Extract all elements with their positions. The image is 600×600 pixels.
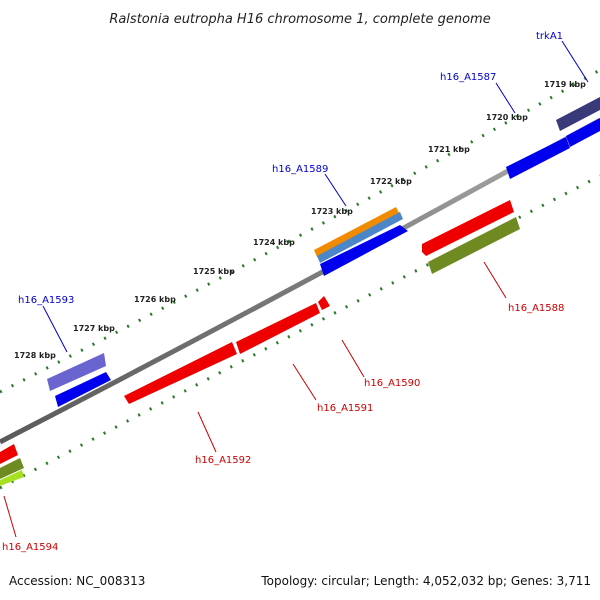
gene-label-h16-a1589[interactable]: h16_A1589 <box>272 164 328 175</box>
cds-arrow[interactable] <box>55 372 111 407</box>
gene-label-h16-a1592[interactable]: h16_A1592 <box>195 455 251 466</box>
cds-arrow[interactable] <box>236 303 320 354</box>
cds-arrow[interactable] <box>0 444 18 464</box>
tick-label: 1727 kbp <box>73 324 115 333</box>
feature-bar[interactable] <box>428 217 520 274</box>
inner-scale-track <box>0 174 600 490</box>
outer-scale-track <box>0 68 600 394</box>
feature-bar[interactable] <box>0 458 24 479</box>
feature-bar[interactable] <box>0 470 24 486</box>
feature-bar[interactable] <box>314 207 399 257</box>
gene-labels: trkA1 h16_A1587 h16_A1589 h16_A1593 h16_… <box>2 31 564 553</box>
cds-arrow[interactable] <box>506 137 570 179</box>
tick-label: 1726 kbp <box>134 295 176 304</box>
leader-lines <box>3 40 589 538</box>
gene-label-h16-a1593[interactable]: h16_A1593 <box>18 295 74 306</box>
tick-label: 1721 kbp <box>428 145 470 154</box>
gene-label-h16-a1594[interactable]: h16_A1594 <box>2 542 58 553</box>
gene-label-h16-a1587[interactable]: h16_A1587 <box>440 72 496 83</box>
reverse-features <box>0 200 520 486</box>
cds-arrow[interactable] <box>320 225 408 276</box>
cds-arrow[interactable] <box>124 342 237 404</box>
gene-label-h16-a1590[interactable]: h16_A1590 <box>364 378 420 389</box>
cds-arrow[interactable] <box>566 118 600 147</box>
cds-arrow[interactable] <box>422 200 514 256</box>
gene-label-h16-a1591[interactable]: h16_A1591 <box>317 403 373 414</box>
map-title: Ralstonia eutropha H16 chromosome 1, com… <box>109 12 490 27</box>
feature-bar[interactable] <box>317 212 403 263</box>
forward-features <box>47 97 600 407</box>
tick-label: 1720 kbp <box>486 113 528 122</box>
tick-labels: 1719 kbp 1720 kbp 1721 kbp 1722 kbp 1723… <box>14 80 586 360</box>
tick-label: 1723 kbp <box>311 207 353 216</box>
tick-label: 1728 kbp <box>14 351 56 360</box>
tick-label: 1724 kbp <box>253 238 295 247</box>
feature-bar[interactable] <box>556 97 600 131</box>
tick-label: 1725 kbp <box>193 267 235 276</box>
tick-label: 1719 kbp <box>544 80 586 89</box>
feature-bar[interactable] <box>47 353 106 391</box>
cds-arrow[interactable] <box>318 296 330 310</box>
tick-label: 1722 kbp <box>370 177 412 186</box>
accession-text: Accession: NC_008313 <box>9 574 145 588</box>
gene-label-h16-a1588[interactable]: h16_A1588 <box>508 303 564 314</box>
genome-summary-text: Topology: circular; Length: 4,052,032 bp… <box>260 574 591 588</box>
gene-label-trka1[interactable]: trkA1 <box>536 31 563 42</box>
